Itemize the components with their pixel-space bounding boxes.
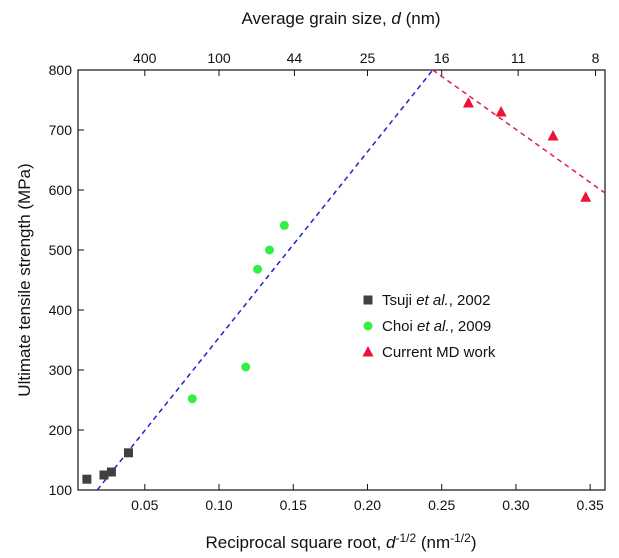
data-point — [187, 394, 197, 404]
legend-label: Current MD work — [382, 344, 496, 361]
y-tick-label: 200 — [49, 422, 73, 438]
y-tick-label: 500 — [49, 242, 73, 258]
y-axis-title: Ultimate tensile strength (MPa) — [15, 163, 34, 396]
data-point — [253, 264, 263, 274]
fit-lines — [96, 69, 606, 491]
fit-line — [432, 69, 606, 194]
x-axis-title: Reciprocal square root, d-1/2 (nm-1/2) — [206, 531, 477, 552]
legend-label: Choi et al., 2009 — [382, 318, 491, 335]
top-tick-label: 16 — [434, 50, 450, 66]
data-point — [279, 220, 289, 230]
y-tick-label: 800 — [49, 62, 73, 78]
top-tick-label: 400 — [133, 50, 157, 66]
data-point — [265, 245, 275, 255]
data-point — [241, 362, 251, 372]
data-point — [123, 448, 133, 458]
data-point — [462, 97, 474, 108]
top-tick-label: 11 — [511, 50, 526, 66]
top-tick-label: 100 — [207, 50, 231, 66]
y-tick-label: 600 — [49, 182, 73, 198]
data-point — [82, 474, 92, 484]
x-tick-label: 0.20 — [354, 497, 381, 513]
plot-frame — [77, 69, 606, 491]
top-tick-label: 44 — [287, 50, 303, 66]
x-tick-label: 0.05 — [131, 497, 158, 513]
x-tick-label: 0.15 — [280, 497, 307, 513]
x-tick-label: 0.10 — [205, 497, 232, 513]
axis-ticks: 0.05 0.10 0.15 0.20 0.25 0.30 0.35 100 200 300 400… — [49, 50, 604, 513]
x-tick-label: 0.30 — [502, 497, 529, 513]
fit-line — [96, 69, 434, 491]
y-tick-label: 100 — [49, 482, 73, 498]
x-tick-label: 0.35 — [577, 497, 604, 513]
y-tick-label: 700 — [49, 122, 73, 138]
data-point — [99, 470, 109, 480]
x-tick-label: 0.25 — [428, 497, 455, 513]
legend: Tsuji et al., 2002 Choi et al., 2009 Curre… — [362, 292, 496, 361]
legend-marker — [362, 346, 374, 357]
legend-marker — [363, 321, 373, 331]
legend-label: Tsuji et al., 2002 — [382, 292, 490, 309]
y-tick-label: 400 — [49, 302, 73, 318]
y-tick-label: 300 — [49, 362, 73, 378]
data-point — [547, 130, 559, 141]
data-point — [580, 191, 592, 202]
data-point — [106, 467, 116, 477]
top-tick-label: 8 — [592, 50, 600, 66]
data-point — [495, 106, 507, 117]
data-points — [82, 97, 592, 484]
top-tick-label: 25 — [360, 50, 376, 66]
legend-marker — [363, 295, 373, 305]
top-axis-title: Average grain size, d (nm) — [241, 9, 440, 28]
